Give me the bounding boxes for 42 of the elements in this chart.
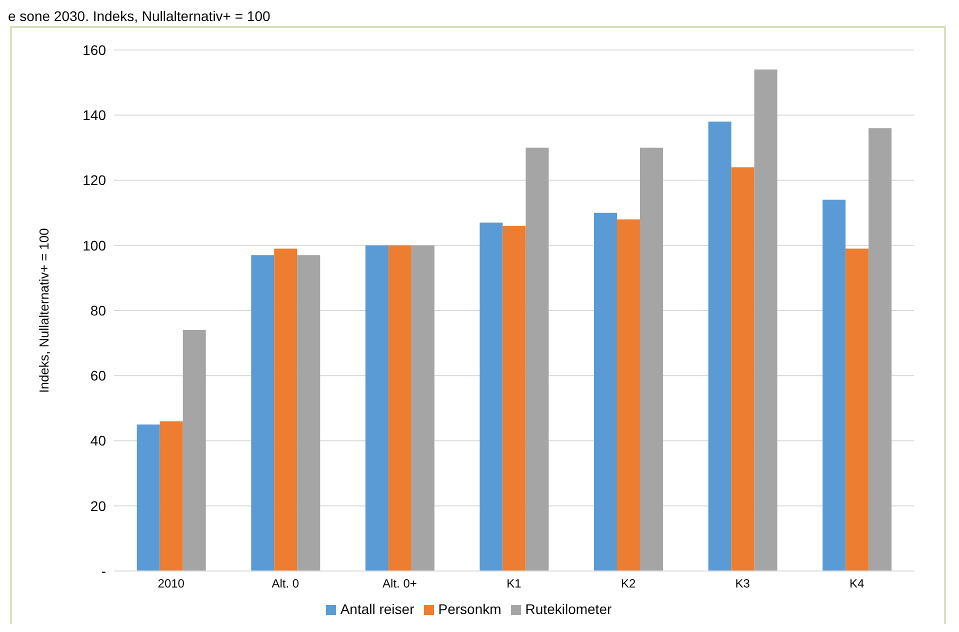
y-tick-label: 80 <box>90 302 106 318</box>
bar <box>480 222 503 571</box>
x-tick-label: K2 <box>620 576 636 591</box>
y-tick-label: 60 <box>90 368 106 384</box>
bar <box>822 200 846 571</box>
legend-label: Personkm <box>438 601 502 617</box>
bar <box>160 421 183 571</box>
bar <box>136 424 160 571</box>
chart-title: e sone 2030. Indeks, Nullalternativ+ = 100 <box>8 8 270 24</box>
x-tick-label: Alt. 0+ <box>382 576 417 591</box>
bar <box>251 255 274 571</box>
y-tick-label: 140 <box>82 107 106 124</box>
x-tick-label: K1 <box>506 576 522 591</box>
bar <box>274 248 298 571</box>
bar <box>846 248 869 571</box>
y-axis-title: Indeks, Nullalternativ+ = 100 <box>36 228 52 393</box>
bar <box>617 219 640 571</box>
y-tick-label: 120 <box>82 172 106 188</box>
y-tick-label: 20 <box>90 498 106 514</box>
x-tick-label: Alt. 0 <box>272 576 300 591</box>
bar <box>365 245 388 571</box>
bar <box>731 167 754 571</box>
bar <box>526 148 549 571</box>
y-tick-label: - <box>101 562 106 579</box>
bar <box>640 148 663 571</box>
bar <box>754 70 778 571</box>
bar <box>594 212 617 571</box>
x-tick-label: K4 <box>850 576 865 591</box>
bar <box>182 330 206 571</box>
y-tick-label: 160 <box>82 42 106 58</box>
bar <box>411 245 434 571</box>
bar <box>868 128 892 571</box>
bar <box>388 245 412 571</box>
y-tick-label: 100 <box>82 237 106 254</box>
x-tick-label: 2010 <box>158 576 185 591</box>
x-tick-label: K3 <box>735 576 750 591</box>
bar <box>708 122 732 571</box>
bar <box>502 226 526 571</box>
legend-label: Rutekilometer <box>525 601 612 617</box>
y-tick-label: 40 <box>90 432 106 449</box>
legend-label: Antall reiser <box>340 601 414 617</box>
bar <box>297 255 320 571</box>
